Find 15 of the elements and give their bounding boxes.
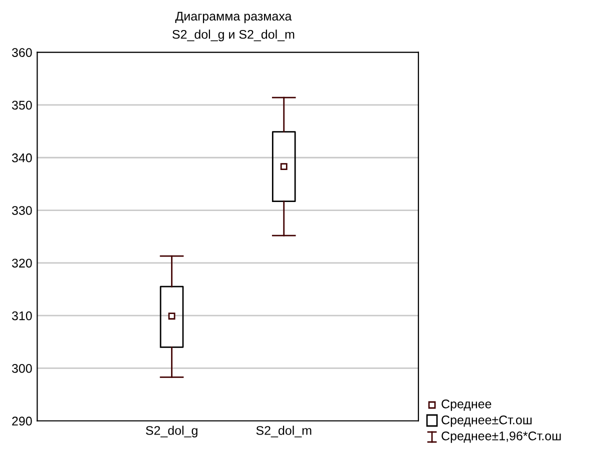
y-tick-label: 300 [12,364,32,373]
x-tick-label: S2_dol_m [256,426,312,438]
text: Среднее±1,96*Ст.ош [442,432,561,443]
y-tick-label: 320 [12,258,32,268]
y-tick-label: 330 [12,206,32,215]
y-tick-label: 290 [12,416,32,426]
y-tick-label: 360 [12,48,32,57]
chart-title: Диаграмма размаха [175,12,292,24]
text: Среднее±Ст.ош [442,416,532,427]
x-tick-label: S2_dol_g [146,426,198,438]
chart-subtitle: S2_dol_g и S2_dol_m [172,30,294,42]
text: Среднее [442,400,492,411]
y-tick-label: 340 [12,153,32,162]
y-tick-label: 350 [12,100,32,110]
y-tick-label: 310 [12,311,32,320]
